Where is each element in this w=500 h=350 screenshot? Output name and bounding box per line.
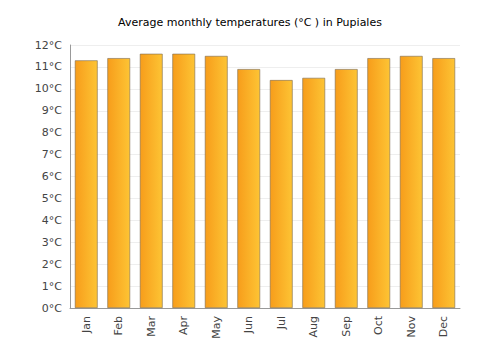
svg-text:1°C: 1°C: [42, 280, 62, 293]
svg-text:Aug: Aug: [307, 316, 320, 337]
svg-text:Average monthly temperatures (: Average monthly temperatures (°C ) in Pu…: [118, 16, 382, 29]
svg-text:Jun: Jun: [242, 316, 255, 334]
svg-text:8°C: 8°C: [42, 126, 62, 139]
svg-text:6°C: 6°C: [42, 170, 62, 183]
svg-text:2°C: 2°C: [42, 258, 62, 271]
svg-text:12°C: 12°C: [35, 39, 62, 52]
svg-text:Dec: Dec: [437, 316, 450, 337]
svg-text:0°C: 0°C: [42, 302, 62, 315]
svg-text:Oct: Oct: [372, 315, 385, 335]
svg-text:Sep: Sep: [340, 316, 353, 337]
svg-text:11°C: 11°C: [35, 60, 62, 73]
svg-text:Mar: Mar: [145, 316, 158, 337]
svg-text:Jul: Jul: [275, 316, 288, 330]
svg-text:May: May: [210, 316, 223, 339]
svg-text:10°C: 10°C: [35, 82, 62, 95]
svg-text:Jan: Jan: [80, 316, 93, 334]
svg-text:9°C: 9°C: [42, 104, 62, 117]
svg-text:Feb: Feb: [112, 316, 125, 335]
svg-text:3°C: 3°C: [42, 236, 62, 249]
svg-text:Apr: Apr: [177, 316, 190, 336]
svg-text:7°C: 7°C: [42, 148, 62, 161]
svg-text:4°C: 4°C: [42, 214, 62, 227]
svg-text:Nov: Nov: [405, 316, 418, 338]
svg-text:5°C: 5°C: [42, 192, 62, 205]
